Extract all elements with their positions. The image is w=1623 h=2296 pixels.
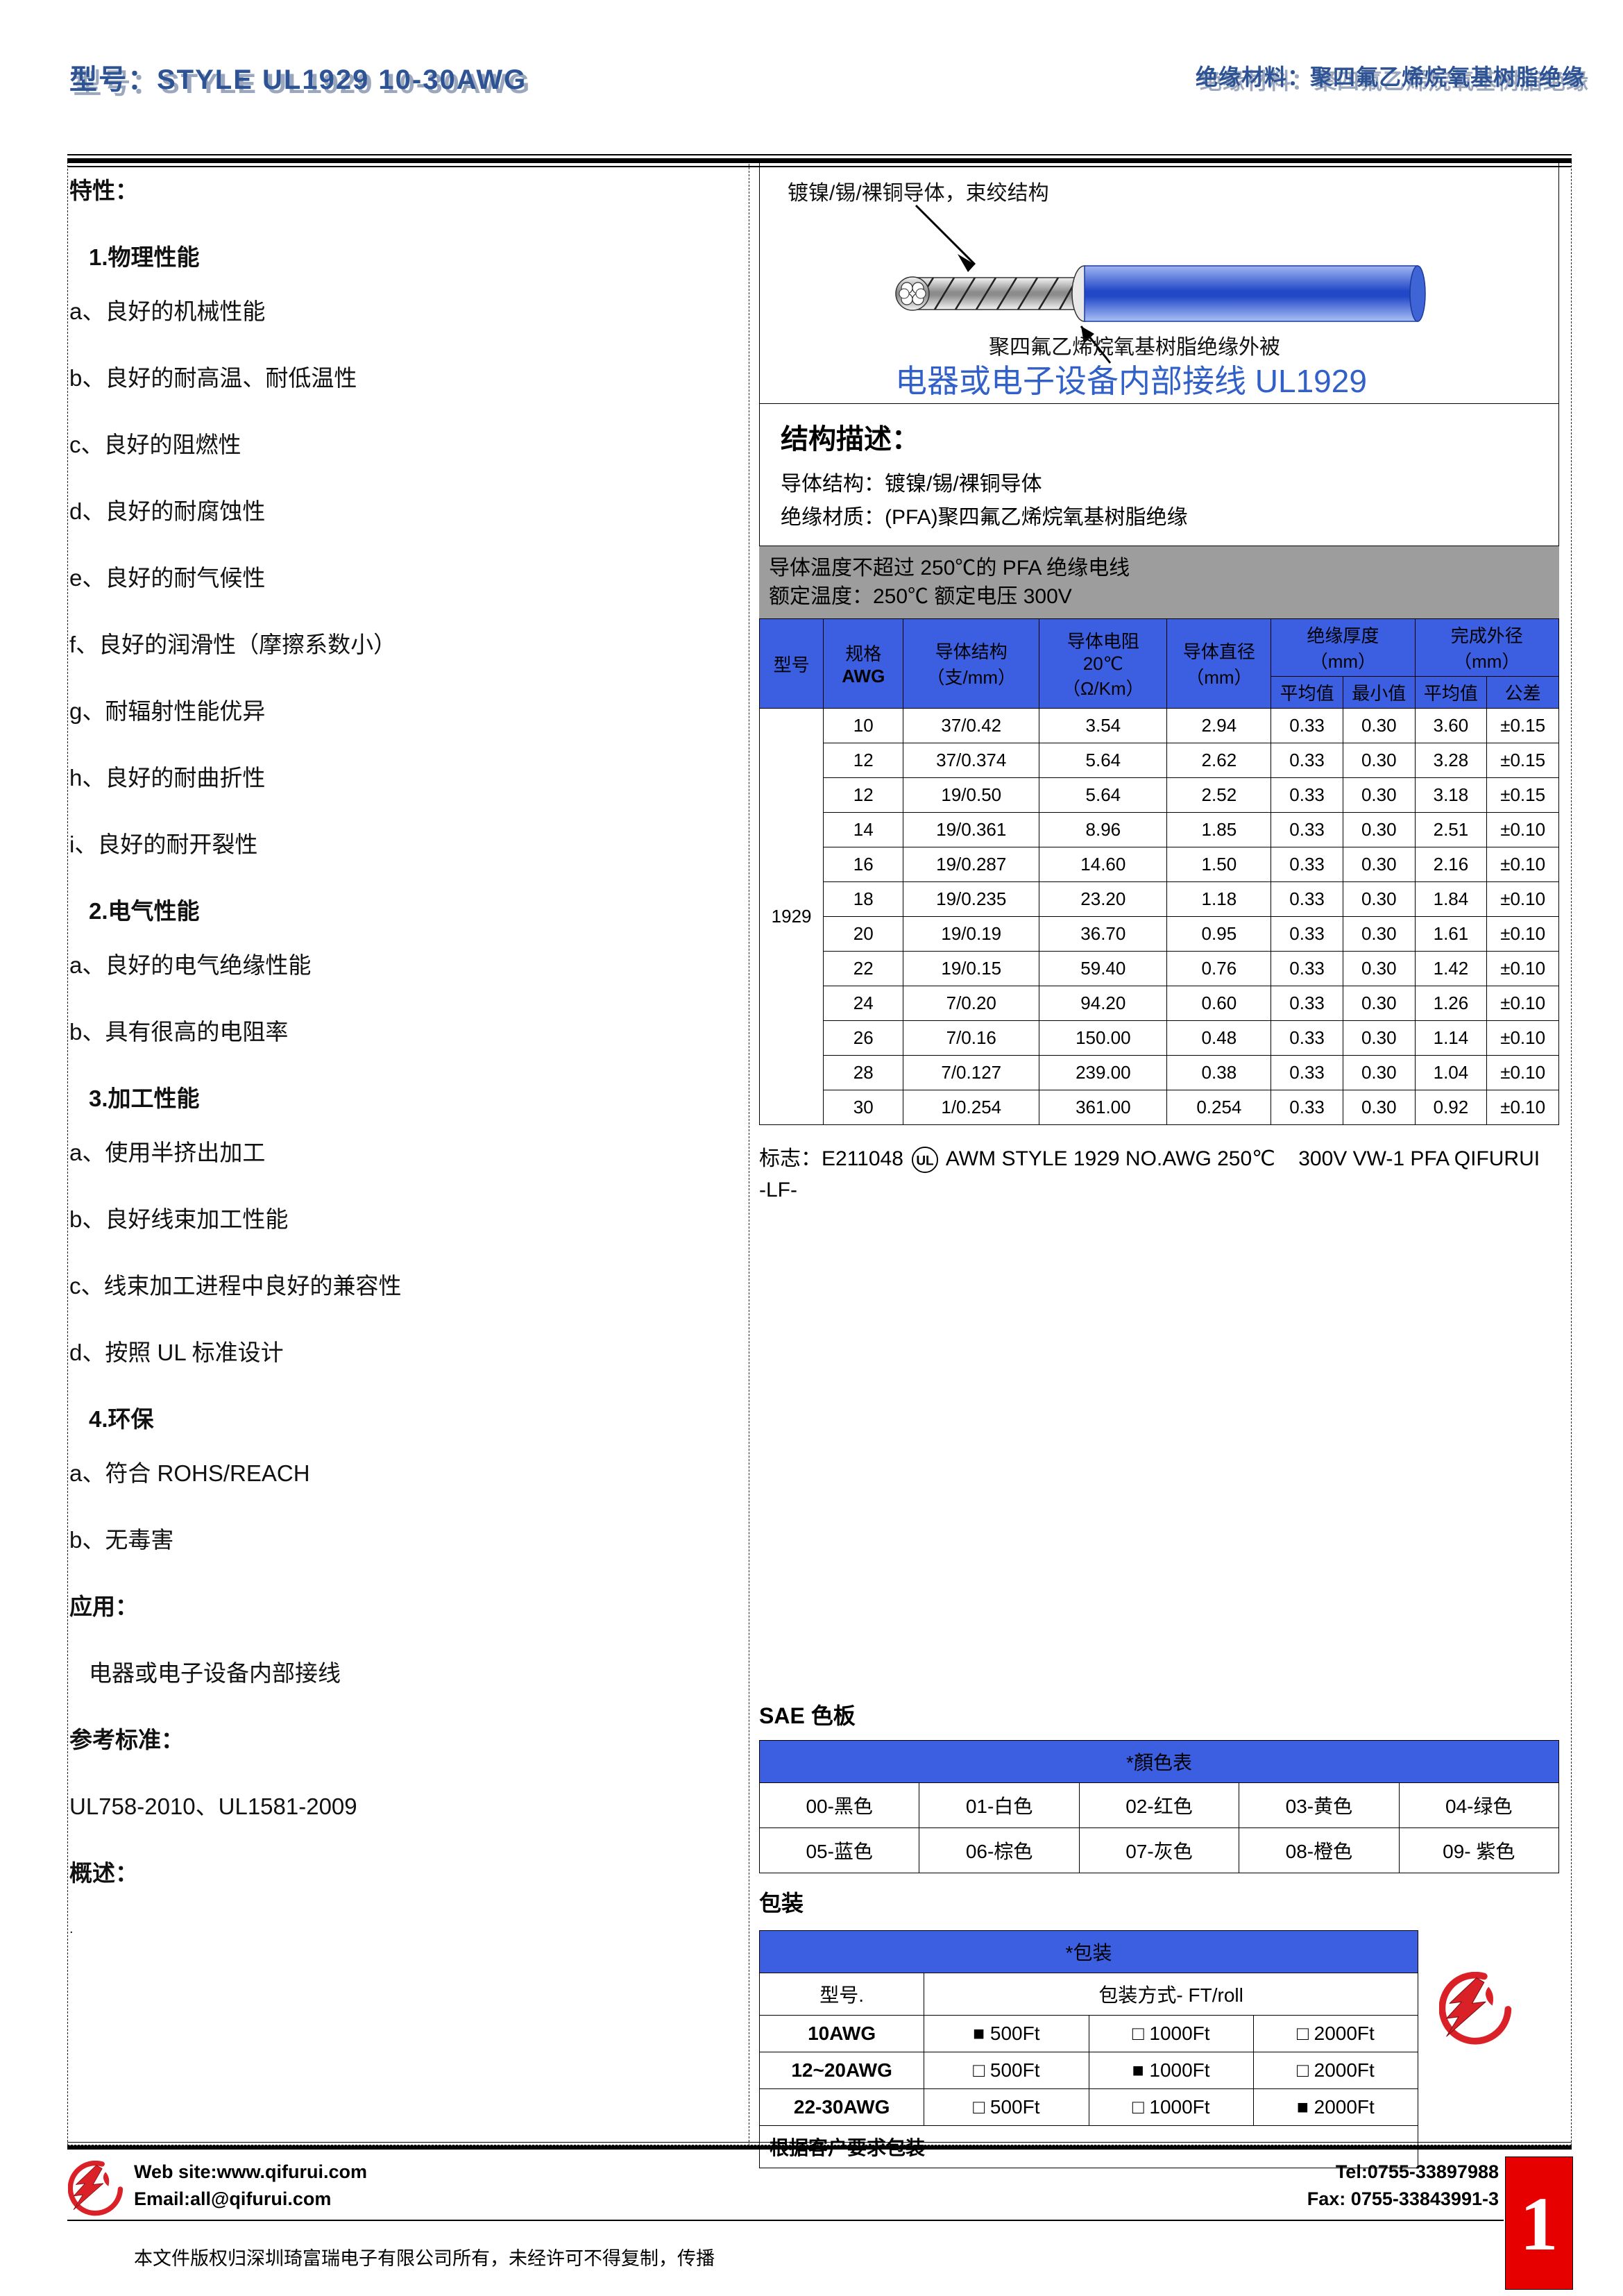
svg-text:UL: UL	[917, 1154, 935, 1169]
